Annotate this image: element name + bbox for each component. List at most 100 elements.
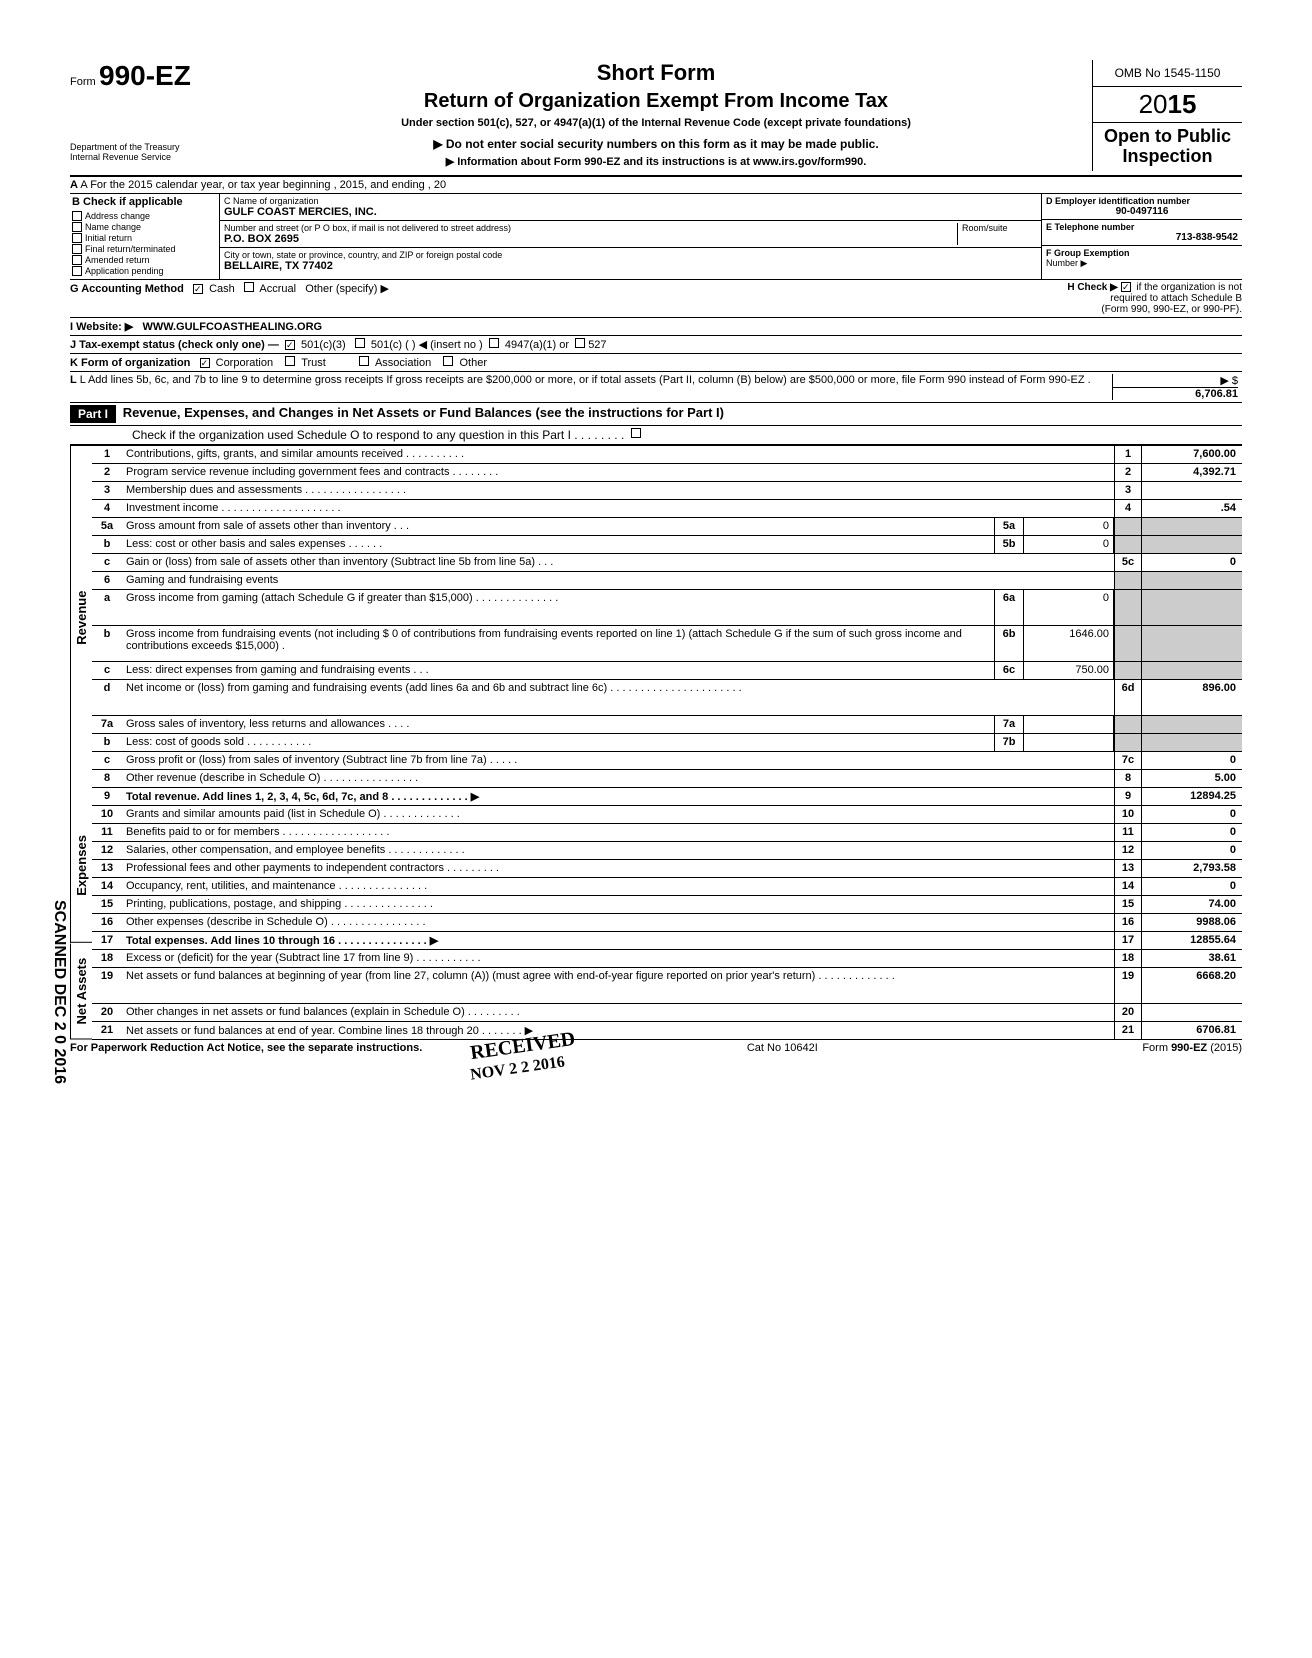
footer-left: For Paperwork Reduction Act Notice, see … [70, 1042, 422, 1054]
end-val: 6706.81 [1142, 1022, 1242, 1039]
line-desc: Program service revenue including govern… [122, 464, 1114, 481]
mid-no: 7b [994, 734, 1024, 751]
end-no-gray [1114, 518, 1142, 535]
accrual-label: Accrual [259, 283, 296, 295]
line-desc: Occupancy, rent, utilities, and maintena… [122, 878, 1114, 895]
end-val-gray [1142, 518, 1242, 535]
line-desc: Other revenue (describe in Schedule O) .… [122, 770, 1114, 787]
cash-checkbox[interactable] [193, 284, 203, 294]
line-desc: Gross sales of inventory, less returns a… [122, 716, 994, 733]
j-o2: 501(c) ( ) ◀ (insert no ) [371, 339, 483, 351]
end-no: 15 [1114, 896, 1142, 913]
line-no: b [92, 536, 122, 553]
cash-label: Cash [209, 283, 235, 295]
open-to-public: Open to Public Inspection [1093, 123, 1242, 171]
end-val: 6668.20 [1142, 968, 1242, 1003]
checkbox[interactable] [72, 211, 82, 221]
table-row: 6Gaming and fundraising events [92, 572, 1242, 590]
end-val: 38.61 [1142, 950, 1242, 967]
end-val: 896.00 [1142, 680, 1242, 715]
checkbox[interactable] [72, 244, 82, 254]
j-o1: 501(c)(3) [301, 339, 346, 351]
line-desc: Membership dues and assessments . . . . … [122, 482, 1114, 499]
accrual-checkbox[interactable] [244, 282, 254, 292]
4947-checkbox[interactable] [489, 338, 499, 348]
schedule-o-checkbox[interactable] [631, 428, 641, 438]
line-no: 9 [92, 788, 122, 805]
check-label: Amended return [85, 255, 150, 265]
end-no: 8 [1114, 770, 1142, 787]
end-val: 2,793.58 [1142, 860, 1242, 877]
h-checkbox[interactable] [1121, 282, 1131, 292]
mid-val: 0 [1024, 590, 1114, 625]
line-desc: Gain or (loss) from sale of assets other… [122, 554, 1114, 571]
checkbox[interactable] [72, 266, 82, 276]
part1-check-text: Check if the organization used Schedule … [132, 428, 624, 442]
line-no: 5a [92, 518, 122, 535]
end-no-gray [1114, 626, 1142, 661]
under-section: Under section 501(c), 527, or 4947(a)(1)… [230, 117, 1082, 129]
line-desc: Other changes in net assets or fund bala… [122, 1004, 1114, 1021]
header-right: OMB No 1545-1150 2015 Open to Public Ins… [1092, 60, 1242, 171]
end-no-gray [1114, 716, 1142, 733]
line-desc: Gross amount from sale of assets other t… [122, 518, 994, 535]
end-val-gray [1142, 536, 1242, 553]
line-desc: Professional fees and other payments to … [122, 860, 1114, 877]
line-no: c [92, 662, 122, 679]
corp-checkbox[interactable] [200, 358, 210, 368]
mid-val: 0 [1024, 518, 1114, 535]
end-val [1142, 1004, 1242, 1021]
row-k-form-org: K Form of organization Corporation Trust… [70, 354, 1242, 372]
mid-no: 5a [994, 518, 1024, 535]
row-j-tax-status: J Tax-exempt status (check only one) — 5… [70, 336, 1242, 354]
line-no: 20 [92, 1004, 122, 1021]
line-no: 16 [92, 914, 122, 931]
checkbox[interactable] [72, 233, 82, 243]
l-text: L Add lines 5b, 6c, and 7b to line 9 to … [80, 374, 1091, 386]
line-desc: Printing, publications, postage, and shi… [122, 896, 1114, 913]
year-bold: 15 [1168, 89, 1197, 119]
line-desc: Gross income from fundraising events (no… [122, 626, 994, 661]
table-row: bGross income from fundraising events (n… [92, 626, 1242, 662]
line-desc: Less: cost or other basis and sales expe… [122, 536, 994, 553]
mid-val: 1646.00 [1024, 626, 1114, 661]
b-check-item: Initial return [72, 233, 217, 243]
part1-title: Revenue, Expenses, and Changes in Net As… [123, 405, 724, 423]
end-no: 12 [1114, 842, 1142, 859]
line-no: 14 [92, 878, 122, 895]
end-val: 0 [1142, 554, 1242, 571]
other-org-checkbox[interactable] [443, 356, 453, 366]
line-desc: Gaming and fundraising events [122, 572, 1114, 589]
line-no: d [92, 680, 122, 715]
trust-checkbox[interactable] [285, 356, 295, 366]
check-label: Address change [85, 211, 150, 221]
table-row: bLess: cost or other basis and sales exp… [92, 536, 1242, 554]
line-desc: Other expenses (describe in Schedule O) … [122, 914, 1114, 931]
f-label2: Number ▶ [1046, 258, 1238, 269]
b-check-item: Final return/terminated [72, 244, 217, 254]
527-checkbox[interactable] [575, 338, 585, 348]
end-val: 12855.64 [1142, 932, 1242, 949]
table-row: cGross profit or (loss) from sales of in… [92, 752, 1242, 770]
end-no: 9 [1114, 788, 1142, 805]
form-number: 990-EZ [99, 60, 191, 91]
org-info-block: B Check if applicable Address changeName… [70, 194, 1242, 280]
table-row: 11Benefits paid to or for members . . . … [92, 824, 1242, 842]
501c3-checkbox[interactable] [285, 340, 295, 350]
501c-checkbox[interactable] [355, 338, 365, 348]
expenses-label: Expenses [70, 789, 92, 943]
room-label: Room/suite [962, 223, 1037, 233]
checkbox[interactable] [72, 222, 82, 232]
checkbox[interactable] [72, 255, 82, 265]
footer-right: Form 990-EZ (2015) [1142, 1042, 1242, 1054]
table-row: 3Membership dues and assessments . . . .… [92, 482, 1242, 500]
website: WWW.GULFCOASTHEALING.ORG [142, 321, 322, 333]
assoc-checkbox[interactable] [359, 356, 369, 366]
end-val: 7,600.00 [1142, 446, 1242, 463]
end-no: 3 [1114, 482, 1142, 499]
row-i-website: I Website: ▶ WWW.GULFCOASTHEALING.ORG [70, 318, 1242, 336]
j-o4: 527 [588, 339, 606, 351]
line-no: 10 [92, 806, 122, 823]
form-header: Form 990-EZ Department of the Treasury I… [70, 60, 1242, 177]
year-prefix: 20 [1139, 89, 1168, 119]
